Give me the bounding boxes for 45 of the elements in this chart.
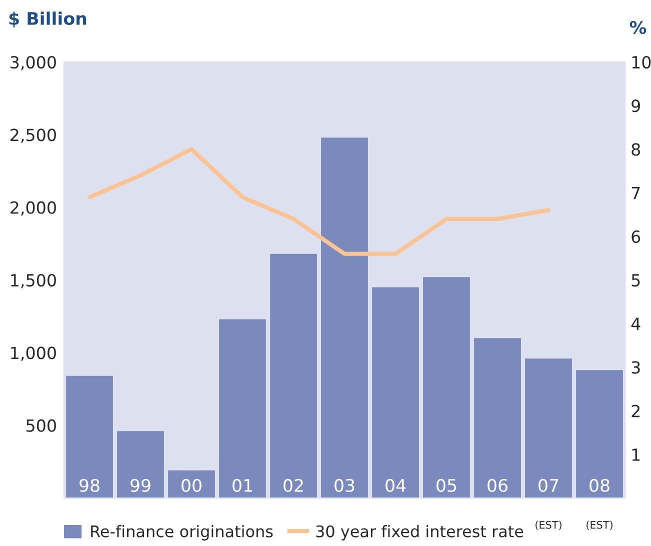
y-tick-label: 2,000 [10,201,56,216]
y-tick-label: 1,500 [11,274,56,288]
x-tick-label: 00 [182,478,202,492]
y2-axis-title: % [630,20,646,34]
x-tick-label: 08 [590,478,610,492]
x-tick-label: 04 [386,478,406,492]
y2-tick-label: 6 [632,230,640,243]
y2-tick-label: 7 [632,186,640,200]
bar [474,338,521,498]
x-tick-label: 98 [80,478,100,492]
y-tick-label: 1,000 [11,346,56,361]
line-series [87,147,551,256]
x-tick-label: 03 [334,478,354,492]
x-tick-label: 06 [488,478,508,492]
y2-tick-label: 1 [632,448,640,461]
bar [117,431,164,498]
text: (EST) [586,520,612,530]
y-tick-label: 3,000 [10,56,56,70]
y2-tick-label: 9 [632,100,640,112]
y2-tick-label: 8 [632,143,640,156]
bar [525,358,572,498]
x-tick-label: 05 [436,478,456,492]
y2-tick-label: 2 [632,404,640,418]
y-axis-title: $ Billion [9,12,86,28]
y2-tick-label: 4 [631,318,640,330]
y-tick-label: 2,500 [10,128,56,143]
bar [321,138,368,498]
bar [219,319,266,498]
x-tick-label: 02 [284,478,303,492]
bar [423,277,470,498]
x-tick-label: 01 [232,478,252,492]
bar [576,370,623,498]
bar [168,470,215,498]
legend-label: Re-finance originations [91,525,273,540]
text: (EST) [536,520,562,530]
bar [372,287,419,498]
bar [270,254,317,498]
x-tick-label: 07 [538,478,558,492]
x-tick-label: 99 [130,478,150,492]
y2-tick-label: 10 [632,56,651,69]
y2-tick-label: 5 [632,274,640,287]
legend-label: 30 year fixed interest rate [316,525,524,540]
y2-tick-label: 3 [632,361,640,374]
y-tick-label: 500 [26,419,56,432]
bar [66,376,113,498]
